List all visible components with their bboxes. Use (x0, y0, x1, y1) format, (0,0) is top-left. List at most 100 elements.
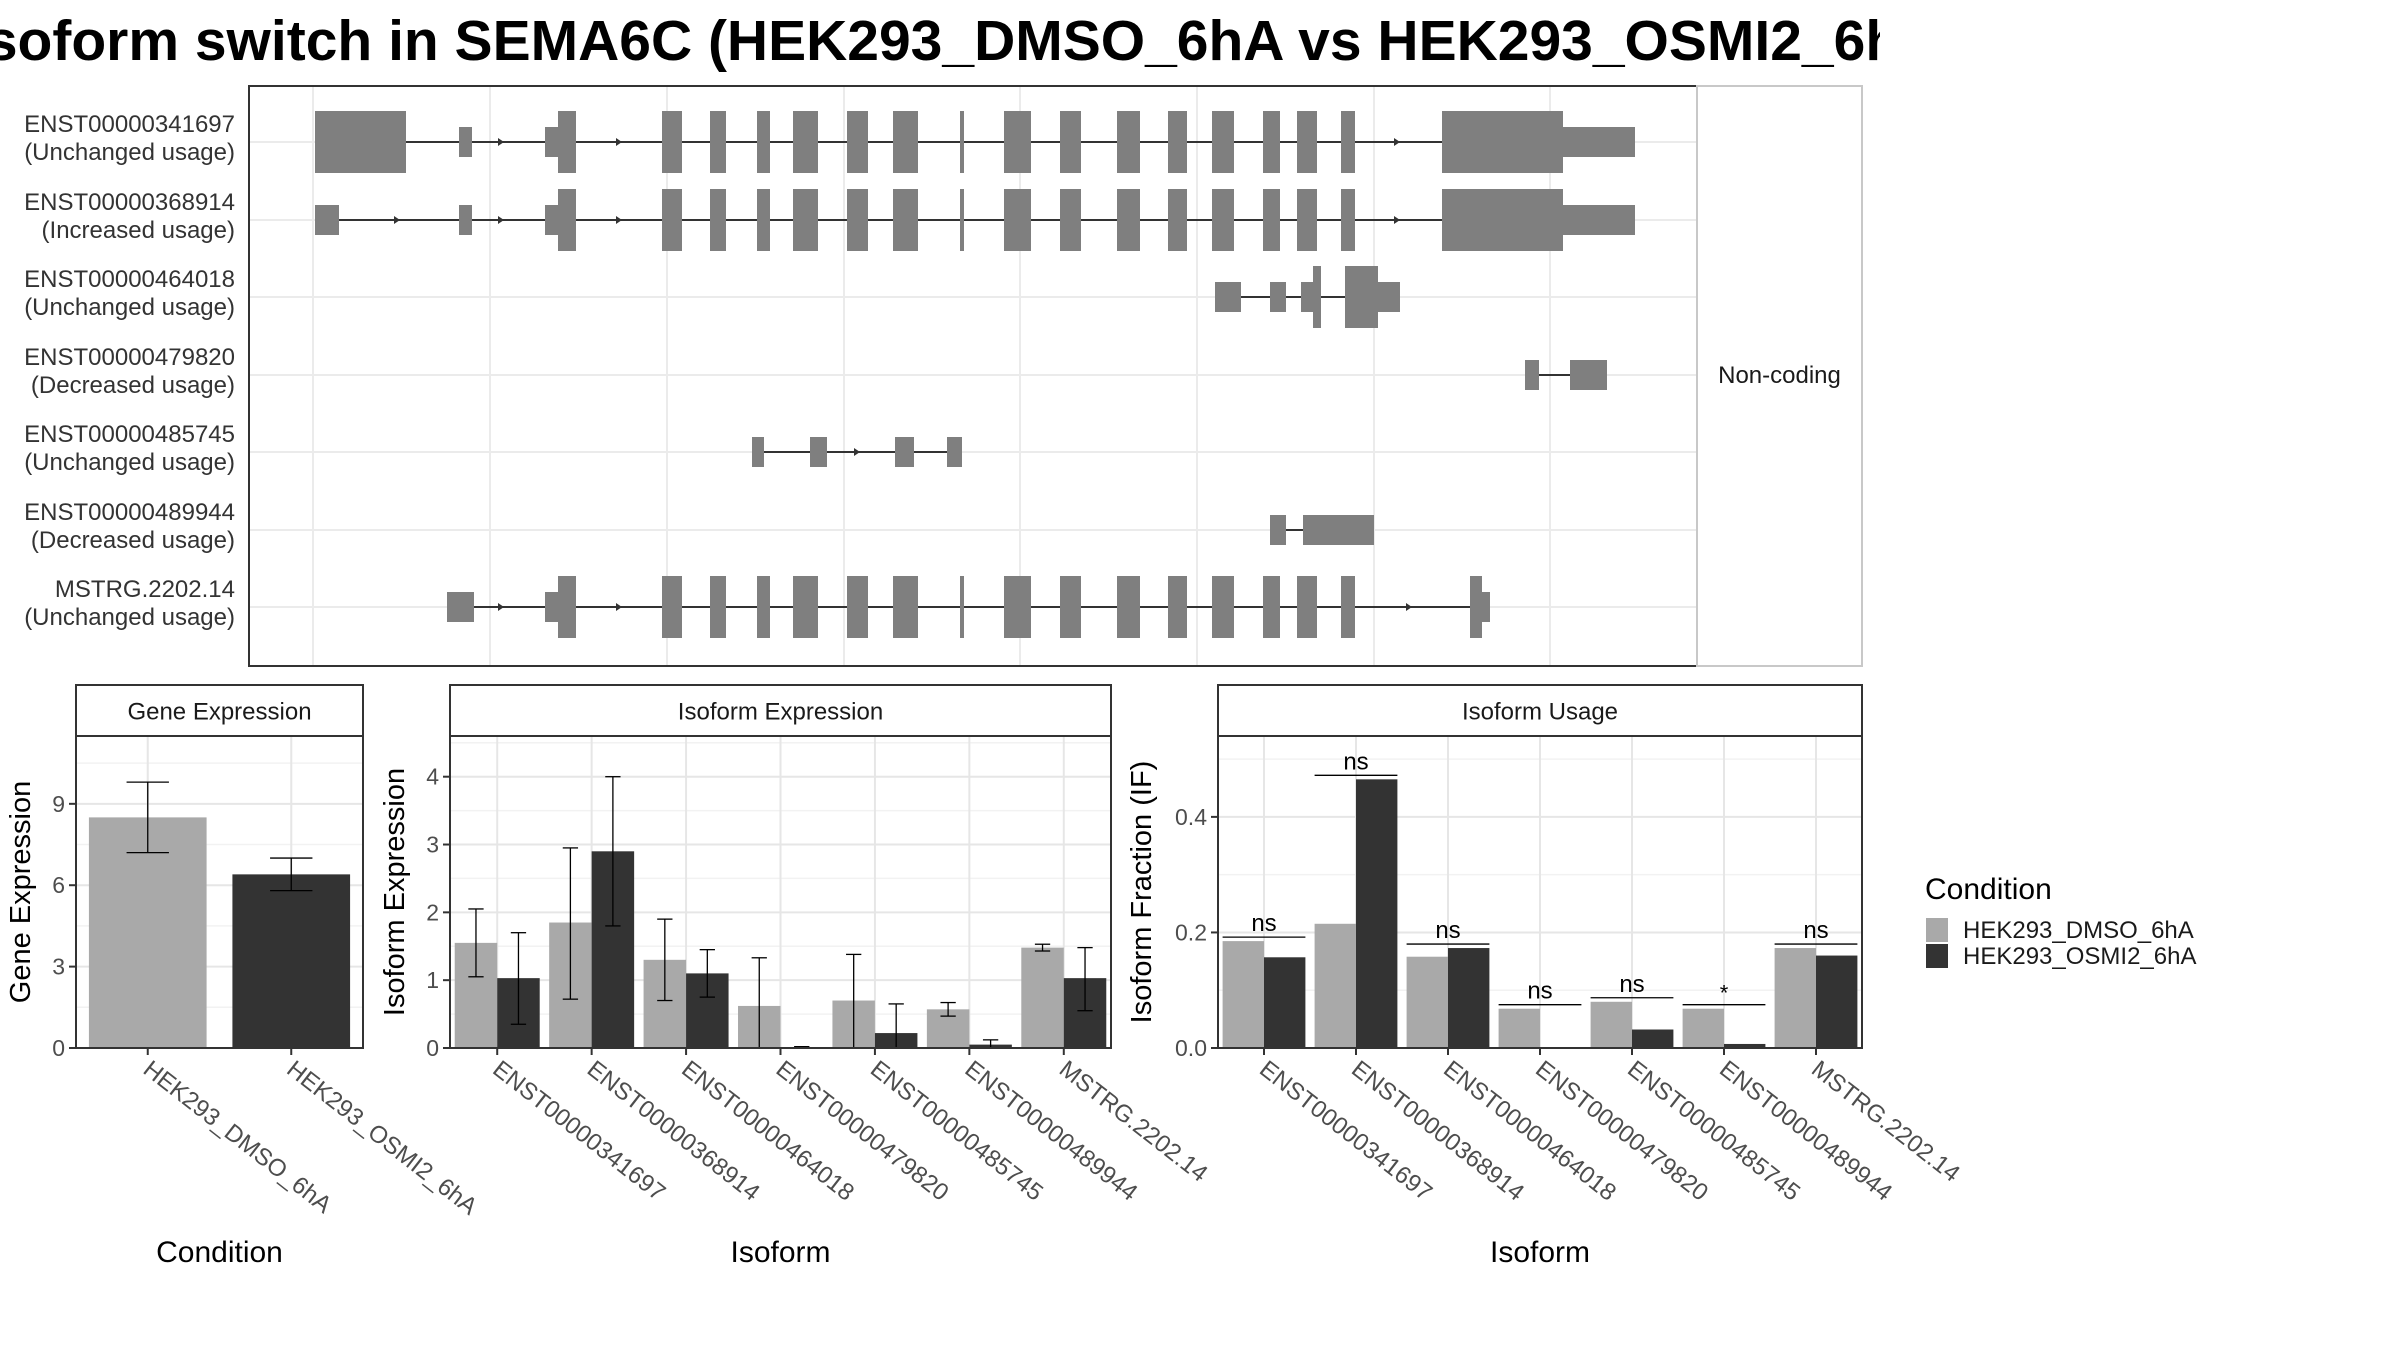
x-tick-label: ENST00000485745 (1622, 1055, 1805, 1206)
significance-label: * (1720, 981, 1729, 1006)
exon-block (1297, 111, 1317, 173)
exon-block (793, 576, 818, 638)
exon-block (1442, 189, 1563, 251)
utr-block (545, 205, 558, 235)
x-tick-label: ENST00000479820 (1530, 1055, 1713, 1206)
utr-block (1270, 282, 1286, 312)
exon-block (1168, 576, 1187, 638)
exon-block (847, 576, 868, 638)
utr-block (545, 127, 558, 157)
x-tick-label: ENST00000368914 (1346, 1055, 1529, 1206)
strand-arrow (498, 216, 504, 224)
bar (1498, 1008, 1540, 1048)
x-tick-label: ENST00000479820 (771, 1055, 954, 1206)
utr-block (447, 592, 474, 622)
utr-block (752, 437, 764, 467)
significance-label: ns (1803, 917, 1828, 944)
bar (1406, 956, 1448, 1048)
bar (1222, 941, 1264, 1048)
strand-arrow (616, 603, 622, 611)
bar (1264, 957, 1306, 1048)
exon-block (710, 189, 726, 251)
x-tick-label: ENST00000485745 (865, 1055, 1048, 1206)
strand-arrow (1394, 138, 1400, 146)
bar (88, 817, 207, 1048)
y-tick-label: 0 (426, 1035, 439, 1061)
significance-label: ns (1435, 917, 1460, 944)
transcript-usage-label: (Unchanged usage) (24, 294, 235, 321)
exon-block (662, 576, 682, 638)
exon-block (757, 189, 770, 251)
x-tick-label: ENST00000489944 (960, 1055, 1143, 1206)
y-tick-label: 3 (426, 832, 439, 858)
exon-block (1470, 576, 1482, 638)
exon-block (662, 111, 682, 173)
bar (1724, 1043, 1766, 1048)
exon-block (893, 189, 918, 251)
y-axis-title: Isoform Fraction (IF) (1126, 761, 1158, 1024)
y-axis-title: Isoform Expression (379, 768, 411, 1016)
transcript-panel: ENST00000341697(Unchanged usage)ENST0000… (24, 85, 1863, 667)
exon-block (662, 189, 682, 251)
legend-title: Condition (1925, 873, 2052, 906)
exon-block (1117, 111, 1140, 173)
x-tick-label: ENST00000464018 (676, 1055, 859, 1206)
strand-arrow (498, 603, 504, 611)
utr-block (1303, 515, 1374, 545)
utr-block (1270, 515, 1286, 545)
utr-block (459, 127, 472, 157)
exon-block (1345, 266, 1378, 328)
exon-block (757, 576, 770, 638)
transcript-id-label: MSTRG.2202.14 (55, 576, 235, 603)
bar (1632, 1029, 1674, 1048)
y-axis-title: Gene Expression (5, 781, 37, 1003)
exon-block (558, 111, 576, 173)
utr-block (1301, 282, 1313, 312)
exon-block (793, 111, 818, 173)
x-tick-label: ENST00000464018 (1438, 1055, 1621, 1206)
bar (1774, 948, 1816, 1048)
x-axis-title: Isoform (1490, 1236, 1590, 1269)
exon-block (1442, 111, 1563, 173)
facet-strip (75, 684, 364, 737)
utr-block (1563, 205, 1635, 235)
x-tick-label: ENST00000341697 (1254, 1055, 1437, 1206)
exon-block (847, 189, 868, 251)
exon-block (960, 189, 964, 251)
transcript-id-label: ENST00000368914 (24, 189, 235, 216)
bar (1021, 947, 1064, 1048)
bar (232, 874, 351, 1048)
significance-label: ns (1251, 910, 1276, 937)
title-clip: Isoform switch in SEMA6C (HEK293_DMSO_6h… (0, 0, 1880, 90)
strand-arrow (1394, 216, 1400, 224)
transcript-usage-label: (Decreased usage) (31, 527, 235, 554)
y-tick-label: 3 (52, 954, 65, 980)
page-title: Isoform switch in SEMA6C (HEK293_DMSO_6h… (0, 9, 1880, 73)
bar (1314, 923, 1356, 1048)
isoform-usage-panel: ns ENST00000341697 ns ENST00000368914 ns ENST… (1126, 684, 1965, 1269)
transcript-usage-label: (Decreased usage) (31, 372, 235, 399)
y-tick-label: 6 (52, 872, 65, 898)
utr-block (459, 205, 472, 235)
transcript-usage-label: (Unchanged usage) (24, 139, 235, 166)
legend-label: HEK293_OSMI2_6hA (1963, 943, 2196, 970)
exon-block (1341, 189, 1355, 251)
exon-block (710, 111, 726, 173)
x-tick-label: ENST00000489944 (1714, 1055, 1897, 1206)
transcript-id-label: ENST00000341697 (24, 111, 235, 138)
legend-label: HEK293_DMSO_6hA (1963, 917, 2194, 944)
exon-block (710, 576, 726, 638)
significance-label: ns (1527, 978, 1552, 1005)
transcript-id-label: ENST00000464018 (24, 266, 235, 293)
exon-block (1168, 111, 1187, 173)
y-tick-label: 0.4 (1175, 804, 1207, 830)
exon-block (1297, 189, 1317, 251)
exon-block (1060, 111, 1081, 173)
y-tick-label: 1 (426, 967, 439, 993)
exon-block (1212, 576, 1234, 638)
facet-strip (449, 684, 1112, 737)
strand-arrow (1406, 603, 1412, 611)
exon-block (558, 576, 576, 638)
exon-block (1060, 189, 1081, 251)
